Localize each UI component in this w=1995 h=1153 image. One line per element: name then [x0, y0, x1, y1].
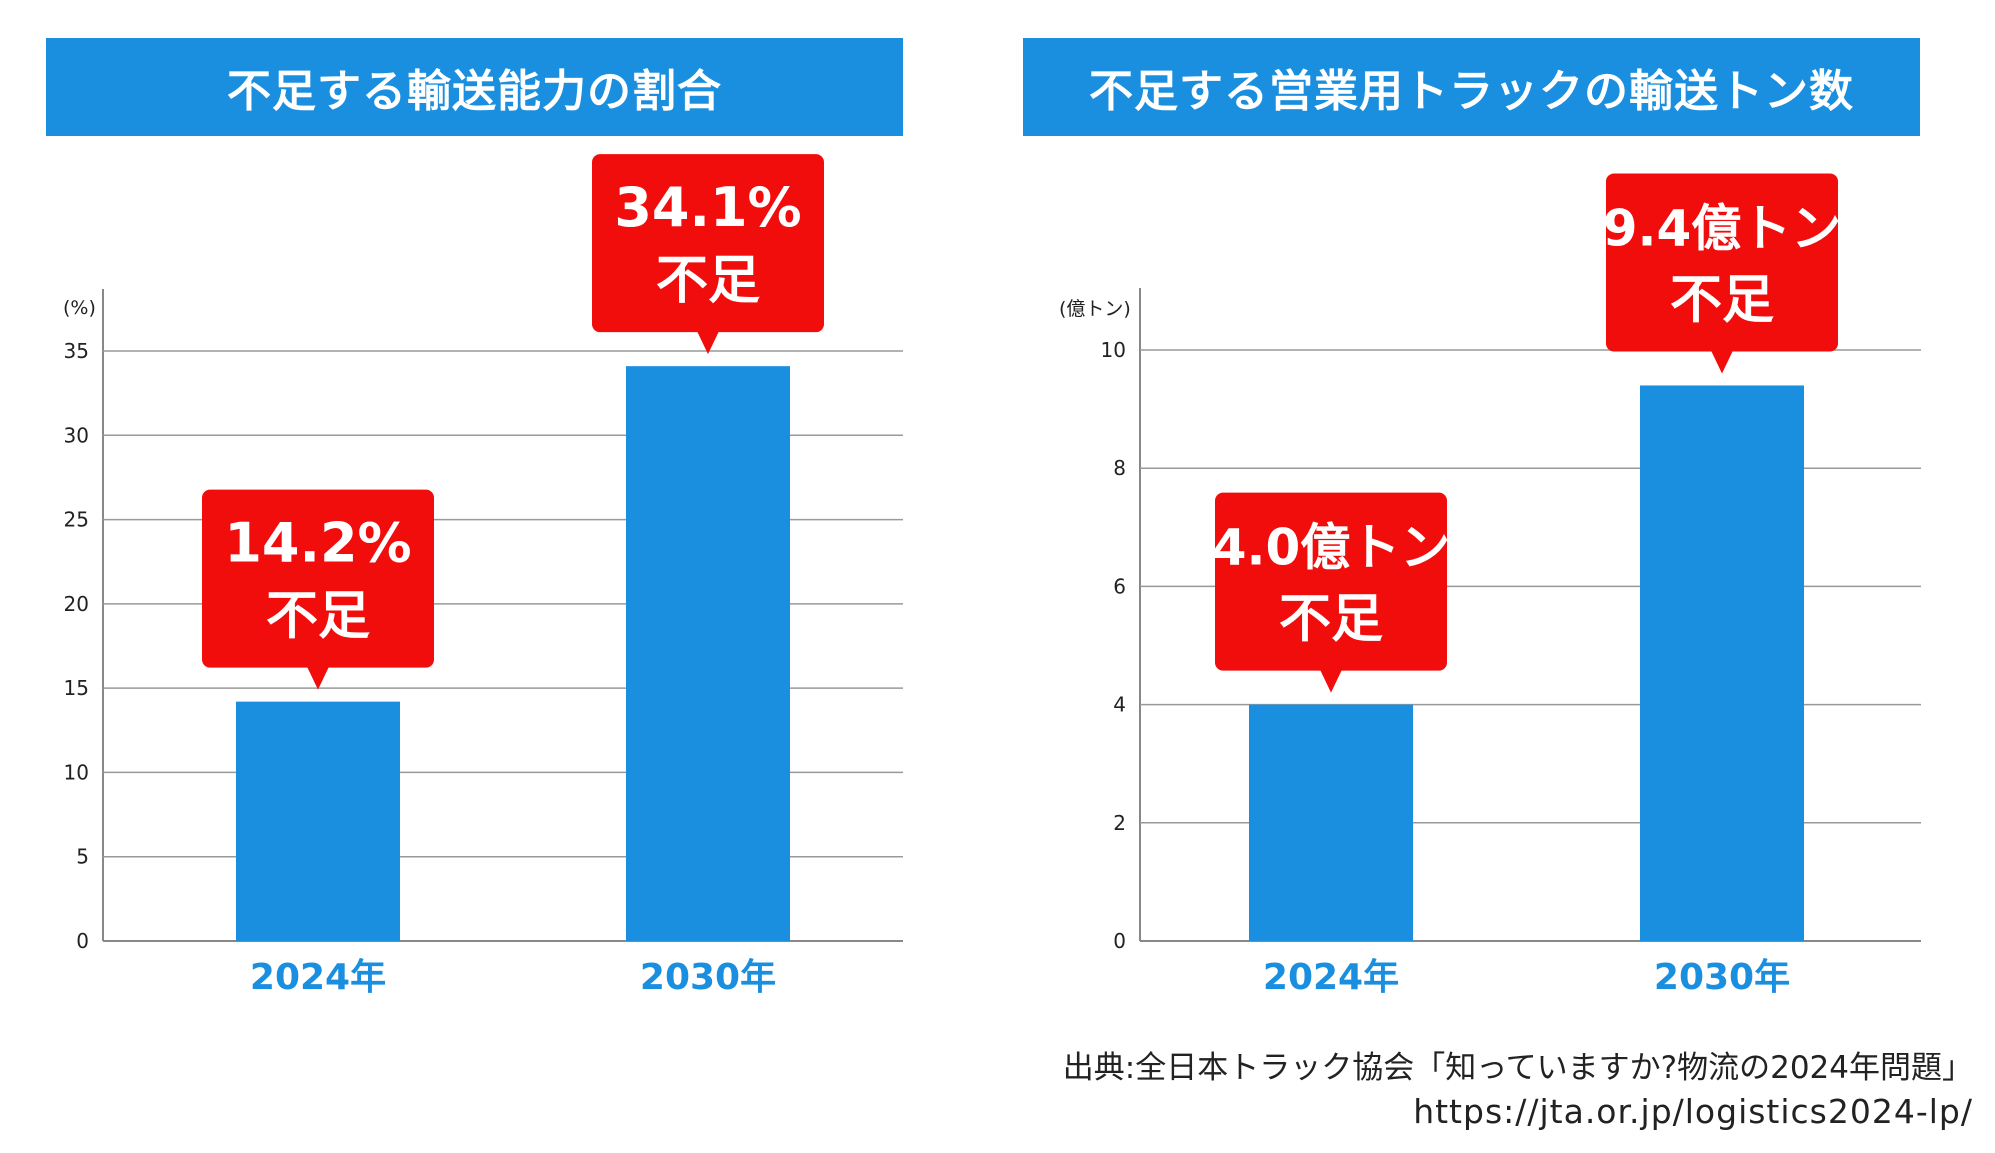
y-axis-unit-label: (%): [63, 297, 96, 319]
callout-value: 4.0億トン: [1212, 519, 1451, 577]
source-citation: 出典:全日本トラック協会「知っていますか?物流の2024年問題」: [1062, 1050, 1973, 1086]
y-tick-label: 0: [1113, 929, 1126, 953]
bar: [626, 366, 790, 942]
y-tick-label: 10: [1101, 338, 1126, 362]
x-category-label: 2030年: [640, 957, 776, 998]
y-tick-label: 30: [64, 423, 89, 447]
x-category-label: 2024年: [250, 957, 386, 998]
callout-pointer: [1320, 669, 1342, 693]
bar: [236, 701, 400, 941]
y-tick-label: 0: [76, 929, 89, 953]
x-category-label: 2024年: [1263, 957, 1399, 998]
callout-value: 34.1%: [614, 176, 801, 239]
y-axis-unit-label: (億トン): [1059, 298, 1131, 320]
y-tick-label: 6: [1113, 574, 1126, 598]
y-tick-label: 25: [64, 508, 89, 532]
callout-label: 不足: [266, 587, 370, 647]
y-tick-label: 35: [64, 339, 89, 363]
bar: [1249, 704, 1413, 941]
y-tick-label: 4: [1113, 693, 1126, 717]
x-category-label: 2030年: [1654, 957, 1790, 998]
callout-box: [592, 154, 824, 333]
callout-box: [1215, 492, 1447, 671]
callout-label: 不足: [1279, 590, 1383, 650]
callout-pointer: [307, 666, 329, 690]
callout-label: 不足: [656, 251, 760, 311]
callout-pointer: [1711, 350, 1733, 374]
callout-box: [202, 489, 434, 668]
callout-value: 14.2%: [224, 512, 411, 575]
y-tick-label: 10: [64, 760, 89, 784]
y-tick-label: 15: [64, 676, 89, 700]
y-tick-label: 2: [1113, 811, 1126, 835]
callout-pointer: [697, 331, 719, 355]
chart-title-truck-tonnage: 不足する営業用トラックの輸送トン数: [1023, 38, 1920, 136]
y-tick-label: 20: [64, 592, 89, 616]
chart-title-transport-capacity: 不足する輸送能力の割合: [46, 38, 903, 136]
callout-label: 不足: [1670, 270, 1774, 330]
source-url[interactable]: https://jta.or.jp/logistics2024-lp/: [1413, 1092, 1973, 1131]
bar: [1640, 385, 1804, 942]
y-tick-label: 5: [76, 845, 89, 869]
callout-box: [1606, 173, 1838, 352]
callout-value: 9.4億トン: [1603, 199, 1842, 257]
y-tick-label: 8: [1113, 456, 1126, 480]
